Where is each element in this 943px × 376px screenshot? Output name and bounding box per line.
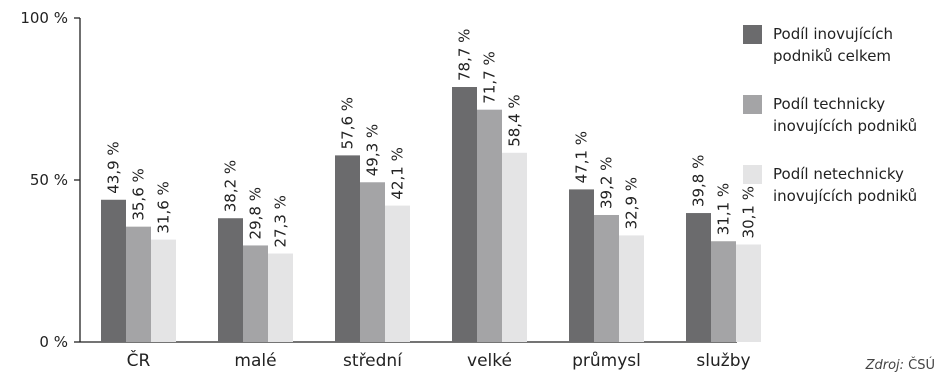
bar (385, 205, 410, 342)
data-label: 35,6 % (130, 168, 148, 220)
bar (477, 109, 502, 342)
category-labels: ČR malé střední velké průmysl služby (127, 349, 751, 371)
bar (243, 245, 268, 342)
y-tick-label: 100 % (20, 9, 68, 27)
category-label: průmysl (572, 351, 641, 371)
bar (126, 226, 151, 342)
bar (335, 155, 360, 342)
category-label: služby (696, 351, 750, 371)
data-label: 32,9 % (623, 177, 641, 229)
bar (101, 199, 126, 342)
data-label: 78,7 % (456, 29, 474, 81)
legend-label: Podíl inovujících (773, 25, 893, 43)
data-label: 29,8 % (247, 187, 265, 239)
category-label: malé (234, 351, 276, 371)
category-label: ČR (127, 349, 151, 371)
source-note: Zdroj: ČSÚ (865, 357, 935, 373)
source-text: ČSÚ (904, 357, 935, 373)
legend-label: inovujících podniků (773, 187, 917, 205)
bar (594, 214, 619, 342)
y-tick-label: 50 % (30, 171, 68, 189)
bar (736, 244, 761, 342)
bar (360, 182, 385, 342)
bar (502, 152, 527, 342)
data-labels: 43,9 % 35,6 % 31,6 % 38,2 % 29,8 % 27,3 % 57,6… (105, 29, 758, 248)
legend-label: Podíl technicky (773, 95, 885, 113)
bar (268, 253, 293, 342)
y-ticks: 0 % 50 % 100 % (20, 9, 80, 351)
source-prefix: Zdroj: (865, 358, 904, 373)
data-label: 47,1 % (573, 131, 591, 183)
data-label: 31,1 % (715, 183, 733, 235)
data-label: 42,1 % (389, 147, 407, 199)
category-label: velké (467, 351, 512, 371)
bar (569, 189, 594, 342)
legend-label: podniků celkem (773, 47, 891, 65)
data-label: 38,2 % (222, 160, 240, 212)
bar (711, 241, 736, 342)
legend-label: Podíl netechnicky (773, 165, 904, 183)
data-label: 58,4 % (506, 94, 524, 146)
data-label: 39,2 % (598, 157, 616, 209)
legend-swatch (743, 25, 762, 44)
data-label: 71,7 % (481, 51, 499, 103)
y-tick-label: 0 % (39, 333, 68, 351)
bar (686, 213, 711, 342)
bars (101, 87, 761, 343)
data-label: 27,3 % (272, 195, 290, 247)
data-label: 43,9 % (105, 141, 123, 193)
data-label: 49,3 % (364, 124, 382, 176)
legend-swatch (743, 95, 762, 114)
bar (619, 235, 644, 342)
legend-label: inovujících podniků (773, 117, 917, 135)
bar (151, 239, 176, 342)
legend-swatch (743, 165, 762, 184)
data-label: 31,6 % (155, 181, 173, 233)
data-label: 30,1 % (740, 186, 758, 238)
data-label: 57,6 % (339, 97, 357, 149)
data-label: 39,8 % (690, 155, 708, 207)
bar (452, 87, 477, 343)
category-label: střední (343, 351, 403, 371)
legend: Podíl inovujících podniků celkem Podíl tec… (743, 25, 917, 205)
bar (218, 218, 243, 342)
